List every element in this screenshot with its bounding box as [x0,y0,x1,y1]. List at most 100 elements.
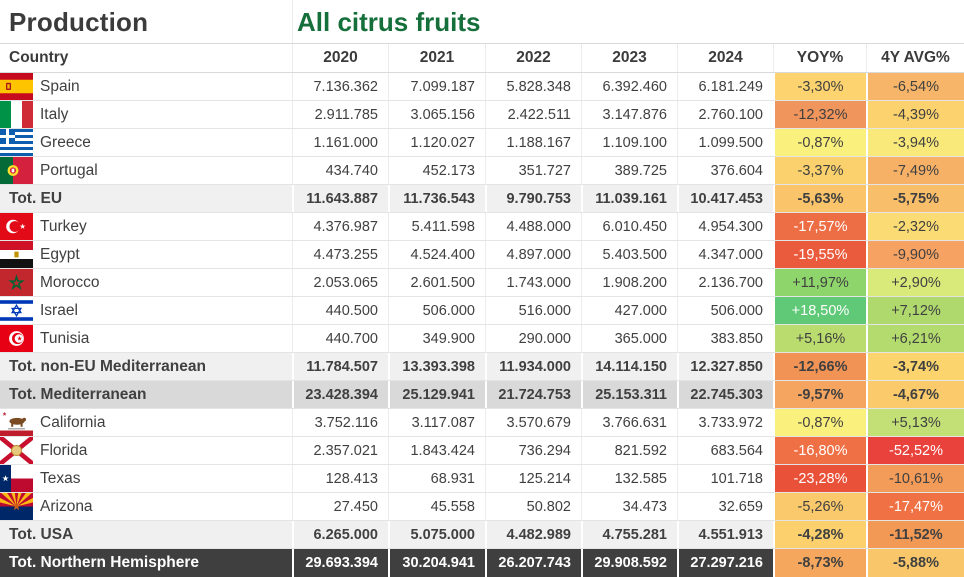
value-2022-cell: 4.482.989 [485,521,581,548]
value-2024-cell: 32.659 [677,493,773,520]
yoy-percent-cell: -17,57% [773,213,866,240]
value-2023-cell: 3.147.876 [581,101,677,128]
country-cell: Tunisia [0,325,292,352]
yoy-percent-cell: -5,63% [773,185,866,212]
flag-florida-icon [0,437,33,464]
avg-percent-cell: +6,21% [866,325,964,352]
value-2022-cell: 4.897.000 [485,241,581,268]
country-cell: Tot. non-EU Mediterranean [0,353,292,380]
value-2021-cell: 349.900 [388,325,485,352]
avg-percent-cell: -5,88% [866,549,964,577]
country-cell: Arizona [0,493,292,520]
value-2022-cell: 11.934.000 [485,353,581,380]
value-2023-cell: 11.039.161 [581,185,677,212]
value-2020-cell: 6.265.000 [292,521,388,548]
value-2020-cell: 11.784.507 [292,353,388,380]
flag-tunisia-icon [0,325,33,352]
value-2020-cell: 27.450 [292,493,388,520]
column-header-2022: 2022 [485,44,581,72]
value-2022-cell: 9.790.753 [485,185,581,212]
country-cell: Spain [0,73,292,100]
yoy-percent-cell: -5,26% [773,493,866,520]
yoy-percent-cell: -19,55% [773,241,866,268]
value-2022-cell: 26.207.743 [485,549,581,577]
avg-percent-cell: -4,39% [866,101,964,128]
column-header-yoy: YOY% [773,44,866,72]
row-label: Tot. EU [9,189,63,207]
avg-percent-cell: -3,74% [866,353,964,380]
value-2022-cell: 351.727 [485,157,581,184]
value-2024-cell: 101.718 [677,465,773,492]
avg-percent-cell: -17,47% [866,493,964,520]
yoy-percent-cell: -16,80% [773,437,866,464]
avg-percent-cell: -11,52% [866,521,964,548]
value-2020-cell: 7.136.362 [292,73,388,100]
value-2023-cell: 1.908.200 [581,269,677,296]
row-label: Tot. Northern Hemisphere [9,554,200,571]
value-2023-cell: 821.592 [581,437,677,464]
flag-portugal-icon [0,157,33,184]
value-2023-cell: 365.000 [581,325,677,352]
avg-percent-cell: +7,12% [866,297,964,324]
value-2023-cell: 132.585 [581,465,677,492]
value-2021-cell: 1.120.027 [388,129,485,156]
table-row-california: California 3.752.116 3.117.087 3.570.679… [0,409,964,437]
value-2024-cell: 2.760.100 [677,101,773,128]
table-row-tot-northern-hemisphere: Tot. Northern Hemisphere 29.693.394 30.2… [0,549,964,577]
value-2021-cell: 3.117.087 [388,409,485,436]
country-cell: Turkey [0,213,292,240]
yoy-percent-cell: -0,87% [773,409,866,436]
table-row-tot-eu: Tot. EU 11.643.887 11.736.543 9.790.753 … [0,185,964,213]
value-2020-cell: 29.693.394 [292,549,388,577]
table-row-tunisia: Tunisia 440.700 349.900 290.000 365.000 … [0,325,964,353]
value-2024-cell: 383.850 [677,325,773,352]
value-2020-cell: 2.911.785 [292,101,388,128]
table-row-spain: Spain 7.136.362 7.099.187 5.828.348 6.39… [0,73,964,101]
country-cell: Tot. EU [0,185,292,212]
value-2022-cell: 50.802 [485,493,581,520]
page-title: Production [9,7,149,37]
value-2020-cell: 23.428.394 [292,381,388,408]
value-2023-cell: 6.392.460 [581,73,677,100]
value-2020-cell: 434.740 [292,157,388,184]
avg-percent-cell: -7,49% [866,157,964,184]
flag-italy-icon [0,101,33,128]
value-2022-cell: 290.000 [485,325,581,352]
value-2024-cell: 506.000 [677,297,773,324]
value-2021-cell: 7.099.187 [388,73,485,100]
value-2022-cell: 2.422.511 [485,101,581,128]
table-row-israel: Israel 440.500 506.000 516.000 427.000 5… [0,297,964,325]
value-2020-cell: 3.752.116 [292,409,388,436]
value-2024-cell: 6.181.249 [677,73,773,100]
column-header-country: Country [9,49,69,66]
row-label: Greece [40,133,91,151]
value-2024-cell: 10.417.453 [677,185,773,212]
value-2024-cell: 4.954.300 [677,213,773,240]
value-2021-cell: 4.524.400 [388,241,485,268]
row-label: Turkey [40,217,87,235]
avg-percent-cell: -6,54% [866,73,964,100]
country-cell: California [0,409,292,436]
table-row-turkey: Turkey 4.376.987 5.411.598 4.488.000 6.0… [0,213,964,241]
value-2023-cell: 25.153.311 [581,381,677,408]
value-2020-cell: 11.643.887 [292,185,388,212]
table-row-portugal: Portugal 434.740 452.173 351.727 389.725… [0,157,964,185]
value-2021-cell: 452.173 [388,157,485,184]
value-2023-cell: 5.403.500 [581,241,677,268]
yoy-percent-cell: -12,32% [773,101,866,128]
value-2020-cell: 440.700 [292,325,388,352]
row-label: Arizona [40,497,93,515]
row-label: Italy [40,105,69,123]
value-2023-cell: 389.725 [581,157,677,184]
value-2023-cell: 3.766.631 [581,409,677,436]
flag-morocco-icon [0,269,33,296]
value-2021-cell: 506.000 [388,297,485,324]
value-2023-cell: 4.755.281 [581,521,677,548]
table-header-row: Country 2020 2021 2022 2023 2024 YOY% 4Y… [0,44,964,73]
value-2023-cell: 34.473 [581,493,677,520]
row-label: Tot. Mediterranean [9,385,147,403]
row-label: Spain [40,77,80,95]
yoy-percent-cell: -12,66% [773,353,866,380]
table-row-greece: Greece 1.161.000 1.120.027 1.188.167 1.1… [0,129,964,157]
